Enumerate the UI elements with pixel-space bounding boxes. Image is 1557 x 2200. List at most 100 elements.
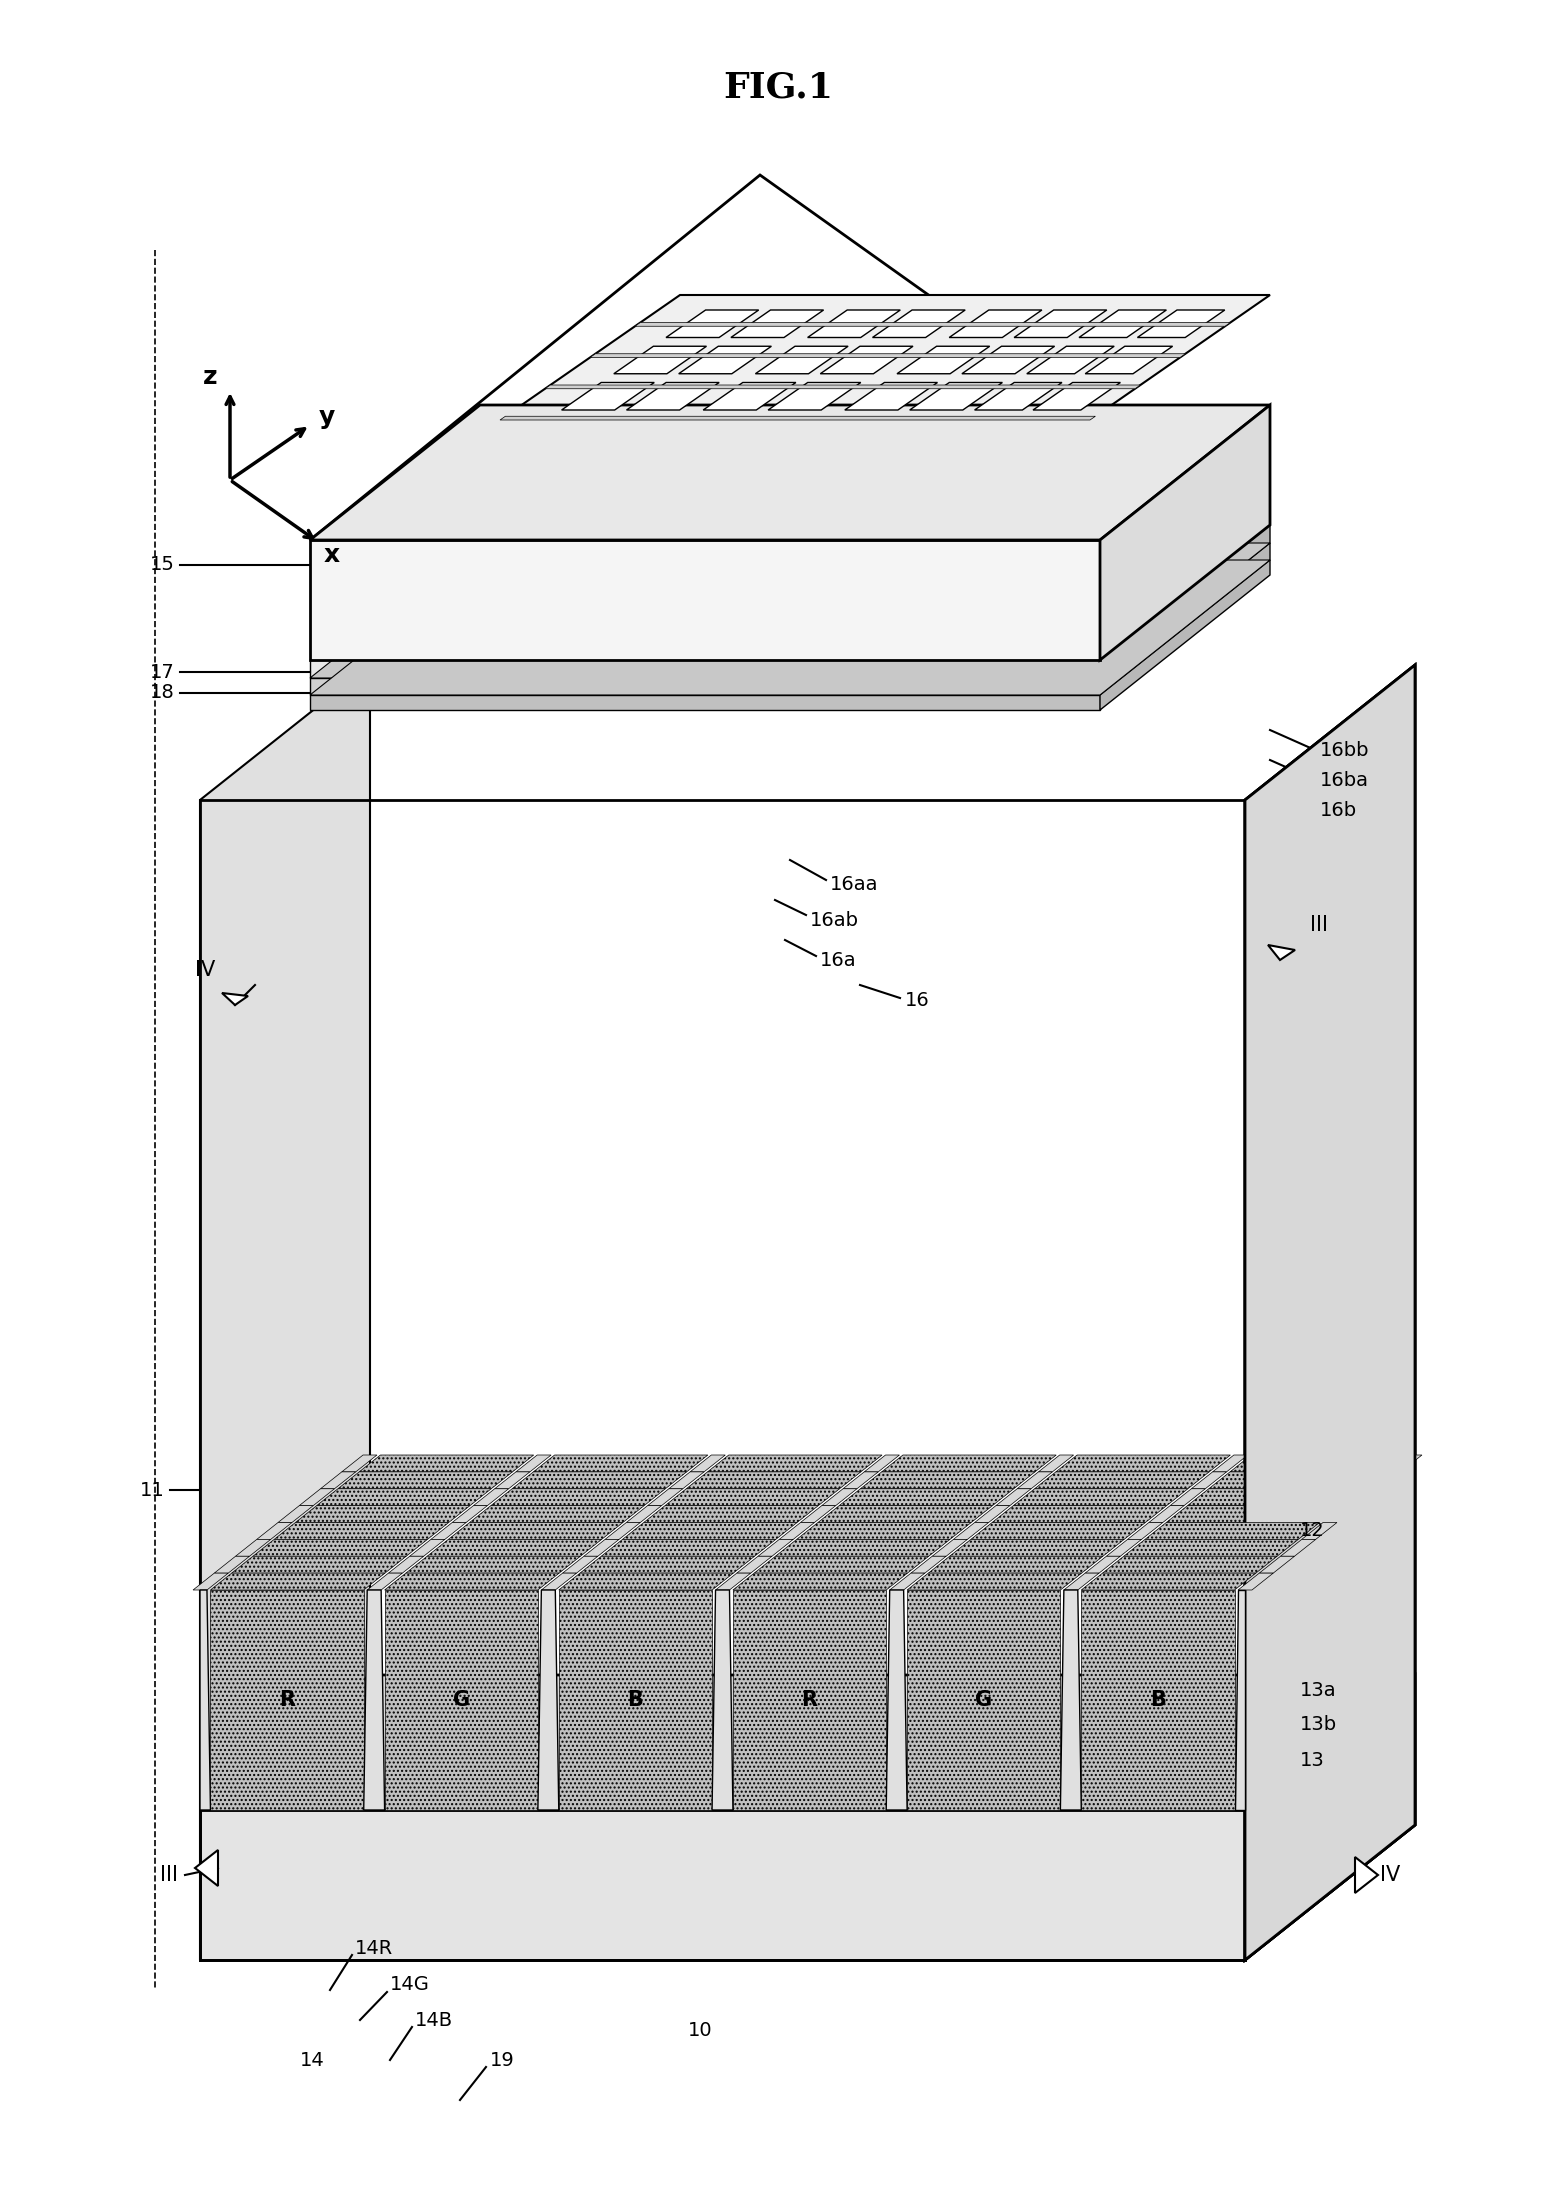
Polygon shape [545, 385, 1140, 389]
Polygon shape [733, 1591, 886, 1811]
Polygon shape [193, 1573, 229, 1591]
Polygon shape [1034, 1472, 1210, 1489]
Polygon shape [800, 1505, 836, 1522]
Polygon shape [343, 1454, 377, 1472]
Text: B: B [627, 1690, 643, 1709]
Text: R: R [279, 1690, 296, 1709]
Polygon shape [730, 310, 824, 337]
Polygon shape [1032, 383, 1121, 409]
Polygon shape [310, 176, 1090, 539]
Text: 14R: 14R [355, 1938, 394, 1958]
Polygon shape [908, 1573, 1082, 1591]
Polygon shape [199, 1591, 210, 1811]
Polygon shape [310, 678, 1099, 695]
Polygon shape [1355, 1857, 1378, 1892]
Polygon shape [1387, 1454, 1422, 1472]
Polygon shape [500, 295, 1271, 420]
Polygon shape [257, 1522, 293, 1540]
Polygon shape [1014, 1489, 1188, 1505]
Polygon shape [626, 1505, 662, 1522]
Polygon shape [490, 1489, 665, 1505]
Polygon shape [232, 1555, 406, 1573]
Polygon shape [797, 1522, 972, 1540]
Polygon shape [199, 664, 371, 1960]
Text: y: y [319, 405, 335, 429]
Polygon shape [210, 1573, 385, 1591]
Polygon shape [768, 383, 861, 409]
Text: III: III [160, 1866, 177, 1885]
Polygon shape [889, 1573, 925, 1591]
Polygon shape [1267, 946, 1295, 959]
Text: 13: 13 [1300, 1751, 1325, 1769]
Polygon shape [1124, 1540, 1299, 1555]
Polygon shape [690, 1454, 726, 1472]
Polygon shape [623, 1522, 797, 1540]
Polygon shape [274, 1522, 448, 1540]
Polygon shape [1188, 1489, 1362, 1505]
Polygon shape [1063, 1573, 1099, 1591]
Text: R: R [802, 1690, 817, 1709]
Polygon shape [252, 1540, 428, 1555]
Polygon shape [195, 1850, 218, 1885]
Polygon shape [223, 992, 248, 1005]
Polygon shape [562, 383, 654, 409]
Polygon shape [704, 383, 796, 409]
Polygon shape [1107, 1540, 1141, 1555]
Polygon shape [512, 1472, 687, 1489]
Polygon shape [1191, 1472, 1227, 1489]
Polygon shape [670, 1472, 704, 1489]
Polygon shape [755, 345, 849, 374]
Polygon shape [1099, 526, 1271, 678]
Polygon shape [1208, 1472, 1383, 1489]
Polygon shape [1365, 1472, 1401, 1489]
Polygon shape [1344, 1489, 1380, 1505]
Polygon shape [817, 1505, 992, 1522]
Polygon shape [215, 1555, 249, 1573]
Polygon shape [431, 1522, 466, 1540]
Polygon shape [1099, 561, 1271, 711]
Text: 16bb: 16bb [1320, 741, 1370, 759]
Polygon shape [780, 1522, 814, 1540]
Polygon shape [500, 416, 1096, 420]
Polygon shape [310, 539, 1099, 660]
Text: III: III [1309, 915, 1328, 935]
Polygon shape [1171, 1489, 1205, 1505]
Polygon shape [1060, 1591, 1081, 1811]
Polygon shape [707, 1454, 883, 1472]
Polygon shape [1127, 1522, 1163, 1540]
Polygon shape [473, 1489, 509, 1505]
Polygon shape [975, 383, 1062, 409]
Polygon shape [310, 660, 1099, 678]
Polygon shape [613, 345, 707, 374]
Polygon shape [1260, 1555, 1294, 1573]
Polygon shape [733, 1573, 908, 1591]
Polygon shape [861, 1472, 1035, 1489]
Polygon shape [452, 1505, 487, 1522]
Polygon shape [534, 1454, 708, 1472]
Polygon shape [385, 1591, 537, 1811]
Polygon shape [635, 323, 1230, 326]
Polygon shape [1039, 1454, 1074, 1472]
Polygon shape [1026, 345, 1115, 374]
Text: 18: 18 [149, 684, 174, 702]
Text: G: G [453, 1690, 470, 1709]
Text: 17: 17 [149, 662, 174, 682]
Polygon shape [316, 1489, 490, 1505]
Polygon shape [1246, 1674, 1415, 1960]
Text: 16ba: 16ba [1320, 770, 1369, 790]
Polygon shape [962, 345, 1054, 374]
Polygon shape [1085, 345, 1172, 374]
Polygon shape [975, 1505, 1010, 1522]
Polygon shape [515, 1454, 551, 1472]
Polygon shape [1102, 1555, 1277, 1573]
Polygon shape [679, 345, 771, 374]
Text: 12: 12 [1300, 1520, 1325, 1540]
Polygon shape [928, 1555, 1102, 1573]
Text: G: G [975, 1690, 992, 1709]
Text: 11: 11 [140, 1481, 165, 1500]
Polygon shape [310, 695, 1099, 711]
Polygon shape [360, 1454, 534, 1472]
Polygon shape [367, 1573, 402, 1591]
Text: 14: 14 [301, 2050, 325, 2070]
Polygon shape [1166, 1505, 1341, 1522]
